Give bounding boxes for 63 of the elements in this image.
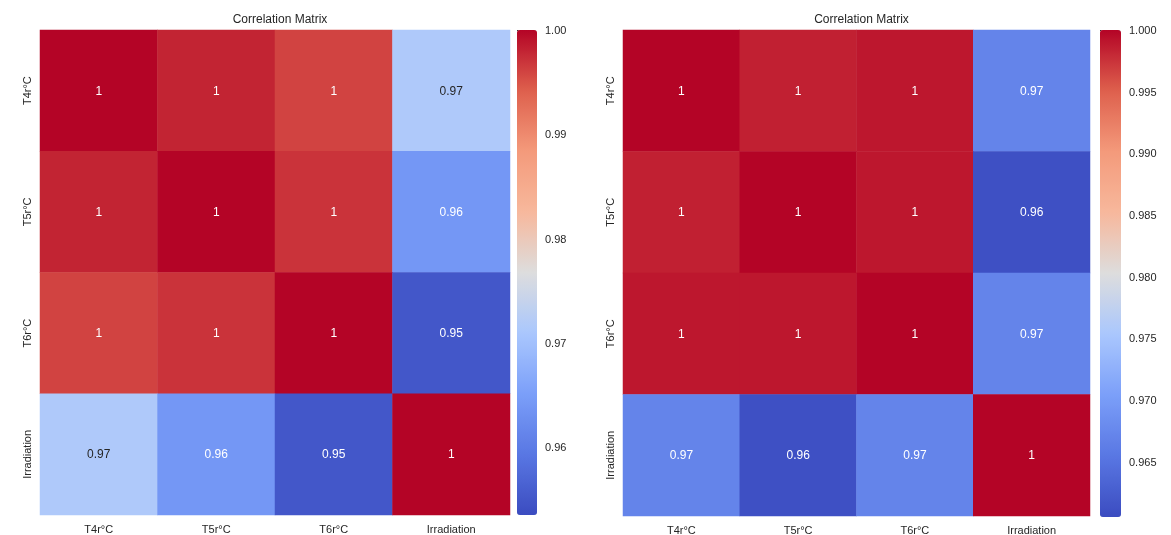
data-label: 1 bbox=[330, 204, 338, 219]
color-bar-label: 0.985 bbox=[1129, 208, 1157, 221]
color-bar-label: 0.970 bbox=[1129, 393, 1157, 406]
data-label: 0.95 bbox=[439, 326, 464, 341]
data-label: 1 bbox=[1028, 448, 1036, 463]
color-bar-label: 1.000 bbox=[1129, 24, 1157, 36]
data-label: 1 bbox=[794, 205, 802, 220]
y-tick-label: T4r°C bbox=[20, 76, 33, 106]
color-bar-label: 0.990 bbox=[1129, 147, 1157, 160]
y-tick-label: T5r°C bbox=[603, 197, 616, 227]
data-label: 0.97 bbox=[439, 83, 464, 98]
color-bar-label: 0.99 bbox=[545, 128, 567, 141]
color-bar-label: 0.965 bbox=[1129, 455, 1157, 468]
data-label: 0.96 bbox=[1019, 205, 1044, 220]
color-bar-label: 0.975 bbox=[1129, 332, 1157, 345]
x-tick-label: T5r°C bbox=[201, 522, 231, 535]
color-bar-label: 0.96 bbox=[545, 441, 567, 454]
chart-title: Correlation Matrix bbox=[232, 12, 328, 26]
data-label: 0.97 bbox=[903, 448, 927, 463]
data-label: 0.96 bbox=[786, 448, 811, 463]
color-bar-label: 0.97 bbox=[545, 336, 567, 349]
y-tick-label: Irradiation bbox=[603, 430, 616, 480]
data-label: 0.97 bbox=[87, 447, 111, 462]
data-label: 1 bbox=[212, 326, 220, 341]
x-tick-label: T4r°C bbox=[666, 523, 696, 535]
y-tick-label: T4r°C bbox=[603, 76, 616, 106]
color-bar-label: 0.995 bbox=[1129, 85, 1157, 98]
data-label: 1 bbox=[678, 205, 686, 220]
data-label: 0.97 bbox=[669, 448, 694, 463]
y-tick-label: T5r°C bbox=[20, 197, 33, 227]
data-label: 0.97 bbox=[1019, 83, 1044, 98]
data-label: 1 bbox=[95, 204, 103, 219]
data-label: 1 bbox=[212, 204, 220, 219]
data-label: 1 bbox=[794, 326, 802, 341]
y-tick-label: Irradiation bbox=[20, 429, 33, 479]
data-label: 1 bbox=[447, 447, 455, 462]
x-tick-label: Irradiation bbox=[1007, 523, 1057, 535]
data-label: 1 bbox=[212, 83, 220, 98]
color-bar-label: 0.980 bbox=[1129, 270, 1157, 283]
color-bar-label: 0.98 bbox=[545, 232, 567, 245]
data-label: 1 bbox=[678, 83, 686, 98]
data-label: 1 bbox=[911, 205, 919, 220]
x-tick-label: T5r°C bbox=[783, 523, 813, 535]
x-tick-label: Irradiation bbox=[426, 522, 476, 535]
data-label: 1 bbox=[330, 83, 338, 98]
data-label: 1 bbox=[95, 326, 103, 341]
x-tick-label: T4r°C bbox=[84, 522, 114, 535]
data-label: 1 bbox=[330, 326, 338, 341]
data-label: 1 bbox=[678, 326, 686, 341]
x-tick-label: T6r°C bbox=[900, 523, 930, 535]
y-tick-label: T6r°C bbox=[20, 318, 33, 348]
data-label: 0.97 bbox=[1019, 326, 1044, 341]
x-tick-label: T6r°C bbox=[319, 522, 349, 535]
data-label: 0.95 bbox=[322, 447, 346, 462]
data-label: 0.96 bbox=[439, 204, 464, 219]
data-label: 1 bbox=[911, 326, 919, 341]
data-label: 0.96 bbox=[204, 447, 229, 462]
data-label: 1 bbox=[911, 83, 919, 98]
data-label: 1 bbox=[794, 83, 802, 98]
chart-title: Correlation Matrix bbox=[814, 12, 909, 26]
data-label: 1 bbox=[95, 83, 103, 98]
y-tick-label: T6r°C bbox=[603, 319, 616, 349]
color-bar-label: 1.00 bbox=[545, 24, 567, 36]
